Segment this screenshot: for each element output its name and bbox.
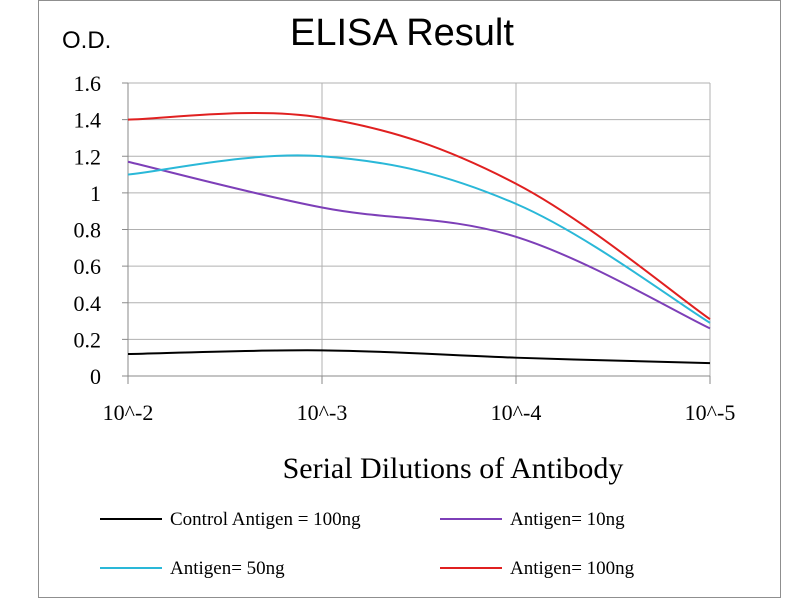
series-layer xyxy=(127,112,711,365)
legend-label: Control Antigen = 100ng xyxy=(170,509,361,530)
legend-label: Antigen= 100ng xyxy=(510,558,635,579)
series-line-2 xyxy=(127,154,711,324)
x-axis-label: Serial Dilutions of Antibody xyxy=(283,452,624,485)
legend-item: Control Antigen = 100ng xyxy=(100,509,361,530)
y-tick-label: 1.4 xyxy=(74,108,102,133)
chart-frame xyxy=(38,0,781,598)
series-line-0 xyxy=(127,349,711,365)
y-tick-label: 1.2 xyxy=(74,144,102,169)
tick-labels-layer: 0 0.2 0.4 0.6 0.8 1 1.2 1.4 1.6 10^-2 10^-3 10^-4 10… xyxy=(74,71,736,425)
x-tick-label: 10^-4 xyxy=(491,400,542,425)
y-tick-label: 1.6 xyxy=(74,71,102,96)
y-tick-label: 0.8 xyxy=(74,218,102,243)
legend-item: Antigen= 50ng xyxy=(100,558,285,579)
y-axis-label: O.D. xyxy=(62,27,112,54)
x-tick-label: 10^-3 xyxy=(297,400,348,425)
grid-layer xyxy=(128,82,711,376)
x-tick-label: 10^-5 xyxy=(685,400,736,425)
y-tick-label: 1 xyxy=(90,181,101,206)
y-tick-label: 0.6 xyxy=(74,254,102,279)
legend-item: Antigen= 100ng xyxy=(440,558,635,579)
y-tick-label: 0.4 xyxy=(74,291,102,316)
y-tick-label: 0.2 xyxy=(74,327,102,352)
y-tick-label: 0 xyxy=(90,364,101,389)
legend-item: Antigen= 10ng xyxy=(440,509,625,530)
legend-label: Antigen= 50ng xyxy=(170,558,285,579)
legend: Control Antigen = 100ng Antigen= 10ng Anti… xyxy=(100,509,635,579)
axis-layer xyxy=(122,82,711,384)
x-tick-label: 10^-2 xyxy=(103,400,154,425)
legend-label: Antigen= 10ng xyxy=(510,509,625,530)
series-line-1 xyxy=(127,160,711,330)
series-line-3 xyxy=(127,112,711,321)
chart-title: ELISA Result xyxy=(290,12,514,54)
